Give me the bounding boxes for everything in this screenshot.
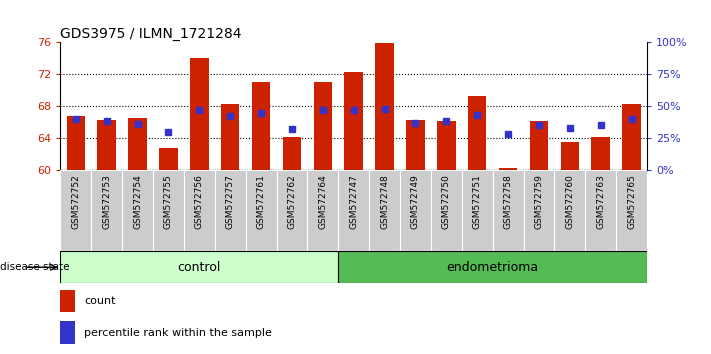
Text: GSM572749: GSM572749 (411, 174, 420, 229)
Text: GSM572755: GSM572755 (164, 174, 173, 229)
Bar (523, 170, 555, 251)
Text: control: control (178, 261, 221, 274)
Bar (375, 43, 394, 170)
Text: GSM572748: GSM572748 (380, 174, 389, 229)
Text: count: count (84, 296, 115, 306)
Bar (153, 170, 184, 251)
Text: GSM572765: GSM572765 (627, 174, 636, 229)
Bar (307, 170, 338, 251)
Bar (246, 170, 277, 251)
Bar (60, 170, 91, 251)
Bar (221, 104, 240, 170)
Bar (91, 170, 122, 251)
Text: GSM572764: GSM572764 (319, 174, 327, 229)
Bar (344, 72, 363, 170)
Bar (97, 120, 116, 170)
Text: endometrioma: endometrioma (447, 261, 539, 274)
Bar (190, 58, 208, 170)
Bar (159, 148, 178, 170)
Bar (437, 120, 456, 170)
Text: GSM572759: GSM572759 (535, 174, 543, 229)
Bar (431, 170, 461, 251)
Bar (622, 104, 641, 170)
Bar (616, 170, 647, 251)
Bar (338, 251, 647, 283)
Text: GSM572751: GSM572751 (473, 174, 482, 229)
Bar (400, 170, 431, 251)
Text: GDS3975 / ILMN_1721284: GDS3975 / ILMN_1721284 (60, 28, 242, 41)
Bar (314, 82, 332, 170)
Bar (461, 170, 493, 251)
Bar (184, 170, 215, 251)
Bar (60, 290, 75, 312)
Bar (283, 137, 301, 170)
Text: percentile rank within the sample: percentile rank within the sample (84, 328, 272, 338)
Bar (252, 82, 270, 170)
Text: GSM572762: GSM572762 (287, 174, 296, 229)
Bar (555, 170, 585, 251)
Text: GSM572757: GSM572757 (225, 174, 235, 229)
Bar (122, 170, 153, 251)
Bar (60, 321, 75, 344)
Text: GSM572761: GSM572761 (257, 174, 266, 229)
Text: GSM572747: GSM572747 (349, 174, 358, 229)
Text: GSM572758: GSM572758 (503, 174, 513, 229)
Text: GSM572750: GSM572750 (442, 174, 451, 229)
Bar (560, 142, 579, 170)
Bar (277, 170, 307, 251)
Bar (215, 170, 246, 251)
Bar (67, 116, 85, 170)
Bar (468, 96, 486, 170)
Bar (530, 120, 548, 170)
Bar (60, 251, 338, 283)
Text: GSM572754: GSM572754 (133, 174, 142, 229)
Text: GSM572756: GSM572756 (195, 174, 204, 229)
Text: GSM572752: GSM572752 (71, 174, 80, 229)
Text: GSM572760: GSM572760 (565, 174, 574, 229)
Bar (406, 120, 424, 170)
Bar (592, 137, 610, 170)
Text: GSM572763: GSM572763 (597, 174, 605, 229)
Bar (499, 167, 518, 170)
Bar (369, 170, 400, 251)
Bar (129, 118, 147, 170)
Bar (493, 170, 523, 251)
Text: disease state: disease state (0, 262, 70, 272)
Bar (338, 170, 369, 251)
Text: GSM572753: GSM572753 (102, 174, 111, 229)
Bar (585, 170, 616, 251)
